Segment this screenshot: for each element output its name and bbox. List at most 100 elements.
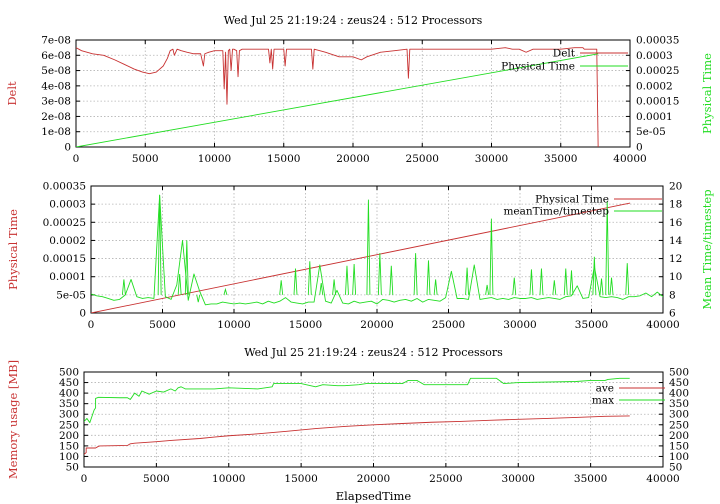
series-spike (465, 267, 470, 295)
y-tick-label: 300 (59, 409, 79, 421)
series-line-ave (84, 415, 630, 455)
y-tick-label: 0.0003 (49, 199, 86, 211)
y-tick-label: 2e-08 (41, 111, 71, 123)
x-tick-label: 0 (73, 153, 80, 165)
x-tick-label: 40000 (646, 473, 679, 485)
y2-tick-label: 0.0003 (636, 50, 673, 62)
series-spike (177, 273, 182, 295)
legend-label: Physical Time (501, 61, 575, 73)
series-spike (184, 240, 189, 295)
series-spike (196, 294, 201, 303)
y-tick-label: 0 (64, 142, 71, 154)
x-tick-label: 30000 (503, 319, 536, 331)
y-tick-label: 450 (59, 377, 79, 389)
series-spike (332, 279, 337, 295)
x-tick-label: 30000 (475, 153, 508, 165)
series-spike (625, 263, 630, 295)
series-spike (293, 268, 298, 295)
x-tick-label: 40000 (646, 319, 679, 331)
y2-tick-label: 8 (669, 289, 676, 301)
series-spike (489, 218, 494, 295)
series-spike (563, 268, 568, 295)
y2-tick-label: 0.00015 (636, 96, 679, 108)
y-tick-label: 0.0002 (49, 235, 86, 247)
legend-label: ave (596, 383, 614, 395)
y2-tick-label: 12 (669, 253, 682, 265)
y-axis-label: Physical Time (6, 209, 20, 290)
x-tick-label: 20000 (360, 319, 393, 331)
series-spike (157, 195, 162, 295)
y-tick-label: 150 (59, 440, 79, 452)
y2-tick-label: 250 (669, 419, 689, 431)
y2-tick-label: 500 (669, 367, 689, 379)
x-tick-label: 5000 (149, 319, 176, 331)
y-tick-label: 350 (59, 398, 79, 410)
x-tick-label: 25000 (429, 473, 462, 485)
y-tick-label: 0.00025 (43, 217, 86, 229)
y-tick-label: 0.0001 (49, 271, 86, 283)
grid (84, 372, 663, 467)
y2-tick-label: 5e-05 (636, 126, 666, 138)
x-tick-label: 15000 (267, 153, 300, 165)
y-tick-label: 50 (66, 462, 79, 474)
y-tick-label: 400 (59, 388, 79, 400)
x-tick-label: 15000 (284, 473, 317, 485)
y-tick-label: 100 (59, 451, 79, 463)
y2-tick-label: 200 (669, 430, 689, 442)
x-tick-label: 10000 (212, 473, 245, 485)
y2-tick-label: 100 (669, 451, 689, 463)
series-spike (413, 253, 418, 295)
series-spike (539, 268, 544, 295)
x-tick-label: 35000 (544, 153, 577, 165)
series-spike (599, 278, 604, 295)
y-tick-label: 0.00035 (43, 181, 86, 193)
series-spike (223, 287, 228, 295)
series-spike (377, 253, 382, 295)
series-spike (307, 261, 312, 295)
series-line-delt (76, 47, 599, 147)
x-tick-label: 35000 (575, 319, 608, 331)
y-tick-label: 5e-05 (56, 289, 86, 301)
x-tick-label: 40000 (613, 153, 646, 165)
x-tick-label: 10000 (198, 153, 231, 165)
x-tick-label: 25000 (432, 319, 465, 331)
series-spike (552, 280, 557, 295)
y2-tick-label: 350 (669, 398, 689, 410)
y2-axis-label: Physical Time (700, 53, 714, 134)
chart-title: Wed Jul 25 21:19:24 : zeus24 : 512 Proce… (244, 346, 503, 359)
series-line-meantime-timestep (91, 194, 663, 306)
y-tick-label: 200 (59, 430, 79, 442)
series-spike (605, 201, 610, 295)
series-spike (389, 265, 394, 295)
y-tick-label: 1e-08 (41, 126, 71, 138)
y-axis-label: Memory usage [MB] (6, 360, 20, 479)
y-axis-label: Delt (5, 81, 19, 106)
grid (76, 40, 630, 147)
y2-tick-label: 14 (669, 235, 683, 247)
y-tick-label: 0 (79, 308, 86, 320)
x-tick-label: 25000 (406, 153, 439, 165)
plot-area (76, 47, 599, 147)
y2-axis-label: Mean Time/timestep (700, 189, 714, 309)
x-tick-label: 0 (88, 319, 95, 331)
y-tick-label: 7e-08 (41, 35, 71, 47)
plot-area (84, 377, 630, 455)
y2-tick-label: 400 (669, 388, 689, 400)
x-tick-label: 35000 (574, 473, 607, 485)
x-tick-label: 5000 (143, 473, 170, 485)
y2-tick-label: 0 (636, 142, 643, 154)
y2-tick-label: 0.0001 (636, 111, 673, 123)
x-tick-label: 20000 (357, 473, 390, 485)
y2-tick-label: 0.00035 (636, 35, 679, 47)
series-spike (569, 270, 574, 295)
series-spike (529, 269, 534, 295)
x-tick-label: 15000 (289, 319, 322, 331)
series-spike (512, 277, 517, 295)
legend-label: max (592, 395, 614, 407)
x-tick-label: 5000 (132, 153, 159, 165)
chart-title: Wed Jul 25 21:19:24 : zeus24 : 512 Proce… (224, 14, 483, 27)
